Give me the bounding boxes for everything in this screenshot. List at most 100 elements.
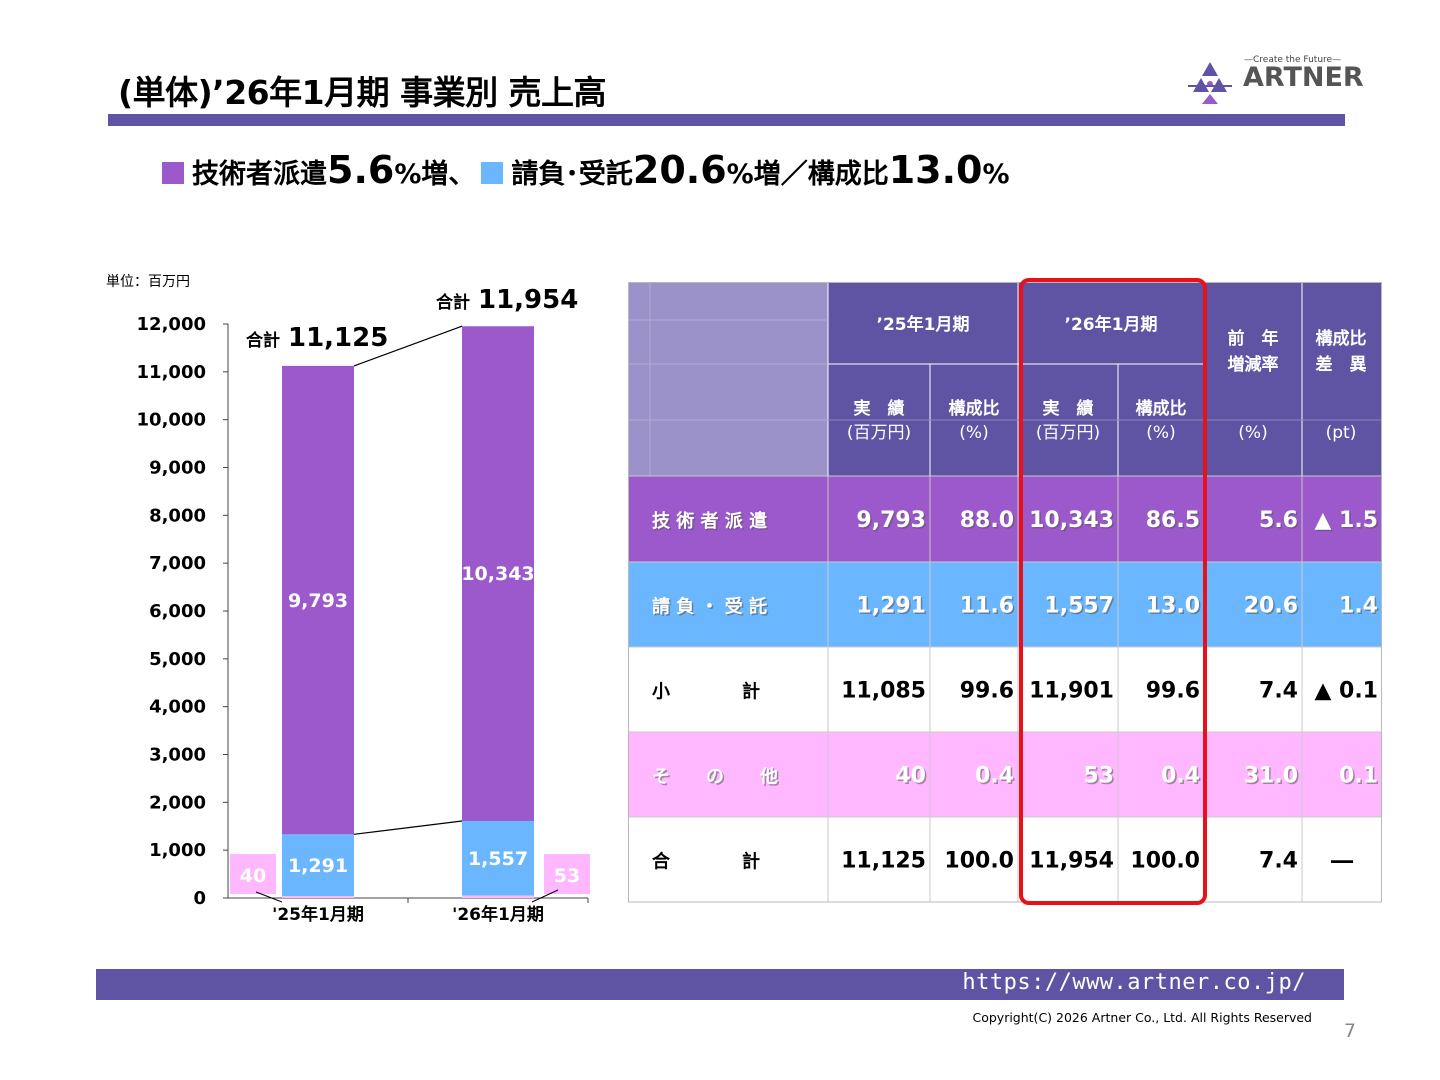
title-divider (108, 114, 1345, 126)
header-diff-line1: 構成比 (1316, 328, 1367, 349)
header-ratio: 構成比 (949, 398, 1000, 419)
cell-value: 9,793 (856, 508, 926, 533)
cell-value-shadow: 88.0 (961, 510, 1015, 535)
cell-value: 40 (895, 764, 926, 789)
total-prefix: 合計 (436, 292, 470, 313)
other-label-box (230, 854, 276, 894)
cell-value: ▲ 1.5 (1314, 508, 1378, 533)
artner-logo-icon (1188, 62, 1232, 104)
cell-value: 11,901 (1029, 679, 1114, 704)
logo-tagline: —Create the Future— (1244, 55, 1342, 65)
header-yoy-line2: 増減率 (1228, 354, 1279, 375)
x-tick-label: '26年1月期 (452, 904, 544, 925)
cell-value-shadow: 0.1 (1341, 765, 1380, 790)
cell-value: 13.0 (1146, 594, 1200, 619)
cell-value: 10,343 (1029, 508, 1114, 533)
connector-contract (353, 820, 463, 835)
header-actual: 実 績 (1043, 398, 1094, 419)
bar-contract-label: 1,291 (288, 855, 348, 877)
header-unit: (百万円) (847, 423, 911, 443)
bar-dispatch (282, 365, 354, 835)
header-period-curr: ’26年1月期 (1065, 314, 1158, 335)
cell-value: 1,557 (1044, 594, 1114, 619)
bar-contract (282, 834, 354, 897)
row-label: 請 負 ・ 受 託 (652, 596, 767, 618)
y-tick-label: 11,000 (137, 362, 206, 383)
header-unit: (pt) (1326, 423, 1357, 443)
cell-value-shadow: 1,557 (1046, 595, 1116, 620)
bar-contract-label: 1,557 (468, 848, 528, 870)
footer-url-link[interactable]: https://www.artner.co.jp/ (962, 970, 1306, 995)
header-ratio: 構成比 (1136, 398, 1187, 419)
row-label-shadow: 技 術 者 派 遣 (654, 512, 769, 534)
other-label-box (544, 854, 590, 894)
total-label: 合計 11,125 (246, 323, 388, 353)
cell-value: 7.4 (1259, 679, 1298, 704)
headline-dispatch-suffix: %増、 (394, 159, 476, 190)
total-value: 11,125 (288, 323, 388, 353)
header-blank-cell (628, 282, 828, 476)
cell-value-shadow: 10,343 (1031, 510, 1116, 535)
cell-value-shadow: 0.4 (977, 765, 1016, 790)
y-tick-label: 1,000 (149, 840, 206, 861)
cell-value-shadow: ▲ 1.5 (1316, 510, 1380, 535)
y-tick-label: 6,000 (149, 601, 206, 622)
other-label: 53 (554, 865, 580, 887)
cell-value-shadow: 0.4 (1163, 765, 1202, 790)
table-row (628, 562, 1382, 647)
cell-value: 7.4 (1259, 849, 1298, 874)
cell-value: 100.0 (1130, 849, 1200, 874)
cell-value: 88.0 (960, 508, 1014, 533)
page-title: (単体)’26年1月期 事業別 売上高 (118, 73, 607, 112)
bar-other (462, 895, 534, 898)
sales-stacked-bar-chart: 0 1,000 2,000 3,000 4,000 5,000 6,000 7,000 8,00… (137, 285, 590, 925)
cell-value: 99.6 (1146, 679, 1200, 704)
header-unit: (%) (1238, 423, 1267, 443)
sales-breakdown-table: ’25年1月期 ’26年1月期前 年増減率構成比差 異実 績構成比実 績構成比(百… (628, 282, 1382, 903)
cell-value-shadow: 53 (1085, 765, 1116, 790)
headline-contract-label: 請負･受託 (511, 159, 633, 190)
table-row (628, 476, 1382, 562)
logo-name: ARTNER (1243, 62, 1364, 93)
header-period-prev: ’25年1月期 (877, 314, 970, 335)
y-tick-label: 3,000 (149, 745, 206, 766)
bar-other (282, 896, 354, 898)
cell-value-shadow: 5.6 (1261, 510, 1300, 535)
header-unit: (%) (959, 423, 988, 443)
headline-dispatch-label: 技術者派遣 (192, 159, 327, 190)
total-prefix: 合計 (246, 330, 280, 351)
cell-value: 1.4 (1339, 594, 1378, 619)
cell-value: ― (1331, 849, 1353, 874)
cell-value: 31.0 (1244, 764, 1298, 789)
cell-value: 86.5 (1146, 508, 1200, 533)
dispatch-legend-square (162, 162, 184, 184)
headline-contract-value: 20.6 (632, 148, 727, 192)
cell-value-shadow: 86.5 (1147, 510, 1201, 535)
cell-value: 5.6 (1259, 508, 1298, 533)
y-tick-label: 12,000 (137, 314, 206, 335)
row-label: 小 計 (652, 681, 760, 703)
headline-ratio-value: 13.0 (888, 148, 983, 192)
cell-value: 11,954 (1029, 849, 1114, 874)
cell-value-shadow: 1.4 (1341, 595, 1380, 620)
cell-value: 11,125 (841, 849, 926, 874)
y-tick-label: 2,000 (149, 792, 206, 813)
cell-value: 11,085 (841, 679, 926, 704)
row-label: 技 術 者 派 遣 (652, 510, 767, 532)
cell-value: 11.6 (960, 594, 1014, 619)
cell-value: 99.6 (960, 679, 1014, 704)
cell-value-shadow: 11.6 (961, 595, 1015, 620)
cell-value: 1,291 (856, 594, 926, 619)
total-value: 11,954 (478, 285, 578, 315)
connector-total (353, 325, 463, 367)
row-label: そ の 他 (652, 766, 778, 788)
headline-ratio-suffix: % (982, 159, 1010, 190)
header-diff-line2: 差 異 (1316, 354, 1367, 375)
table-row (628, 732, 1382, 817)
row-label: 合 計 (652, 851, 760, 873)
row-label-shadow: そ の 他 (654, 767, 780, 789)
y-tick-label: 9,000 (149, 458, 206, 479)
cell-value-shadow: 13.0 (1147, 595, 1201, 620)
header-unit: (%) (1146, 423, 1175, 443)
other-leader-line (531, 889, 559, 903)
